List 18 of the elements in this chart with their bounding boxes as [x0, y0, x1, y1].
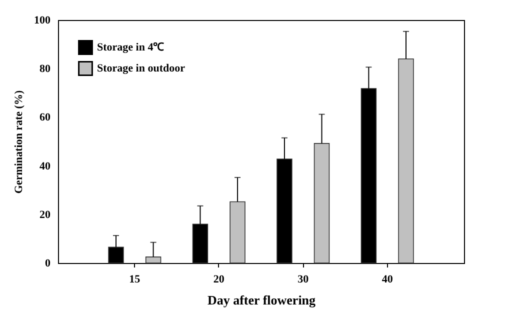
x-tick-label: 20 [213, 274, 225, 286]
x-tick-label: 15 [129, 274, 141, 286]
y-tick-label: 0 [45, 258, 51, 270]
bar [398, 58, 414, 264]
x-axis-title: Day after flowering [207, 292, 316, 308]
y-tick-label: 100 [34, 14, 51, 26]
y-tick-label: 80 [40, 63, 51, 76]
x-tick-label: 40 [382, 274, 394, 286]
legend-label: Storage in 4℃ [97, 42, 164, 54]
bar [230, 201, 246, 264]
bar [145, 256, 162, 264]
y-tick-label: 60 [40, 112, 51, 124]
legend-label: Storage in outdoor [97, 62, 186, 74]
y-axis-title: Germination rate (%) [13, 90, 25, 194]
bar [314, 143, 330, 264]
y-tick-label: 20 [40, 208, 51, 221]
x-tick-label: 30 [298, 274, 310, 286]
y-tick-label: 40 [40, 160, 51, 172]
